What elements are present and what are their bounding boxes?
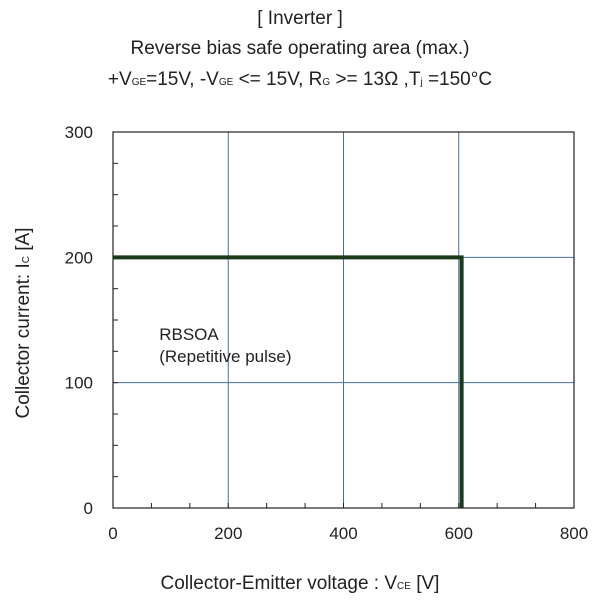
cond-part-3: <= 15V, R [233,69,323,90]
y-tick-label-0: 0 [84,499,93,518]
chart-conditions: +VGE=15V, -VGE <= 15V, RG >= 13Ω ,Tj =15… [0,69,600,91]
cond-part-4: >= 13Ω ,T [330,69,421,90]
cond-part-5: =150°C [422,69,493,90]
cond-part-1: +V [107,69,132,90]
x-tick-label-600: 600 [445,524,473,543]
x-axis-label: Collector-Emitter voltage : VCE [V] [0,573,600,595]
y-label-sub: C [21,256,32,264]
axis-layer [112,131,575,509]
tick-labels-layer: 0 200 400 600 800 0 100 200 300 [65,123,589,543]
cond-part-2: =15V, -V [146,69,219,90]
y-label-unit: [A] [13,227,34,257]
annotation-line-2: (Repetitive pulse) [159,347,292,367]
annotation-line-1: RBSOA [159,325,219,345]
chart-subtitle: Reverse bias safe operating area (max.) [130,38,470,59]
x-label-sub: CE [397,581,411,592]
grid-layer [113,132,574,508]
series-line-0 [113,255,464,508]
cond-sub-3: G [322,77,331,88]
series-layer [113,255,464,508]
x-label-main: Collector-Emitter voltage : V [160,573,398,594]
y-axis-label: Collector current: IC [A] [13,228,35,419]
cond-sub-2: GE [218,77,234,88]
y-label-main: Collector current: I [13,263,34,419]
plot-frame [112,131,575,509]
x-tick-label-800: 800 [560,524,588,543]
cond-sub-4: j [420,77,423,88]
x-tick-label-0: 0 [108,524,117,543]
x-tick-label-400: 400 [329,524,357,543]
chart-title: [ Inverter ] [257,8,343,29]
y-tick-label-100: 100 [65,374,93,393]
x-tick-label-200: 200 [214,524,242,543]
cond-sub-1: GE [131,77,147,88]
rbsoa-annotation: RBSOA (Repetitive pulse) [159,324,291,368]
y-tick-label-200: 200 [65,248,93,267]
minor-ticks-layer [113,162,537,508]
y-tick-label-300: 300 [65,123,93,142]
x-label-unit: [V] [410,573,440,594]
